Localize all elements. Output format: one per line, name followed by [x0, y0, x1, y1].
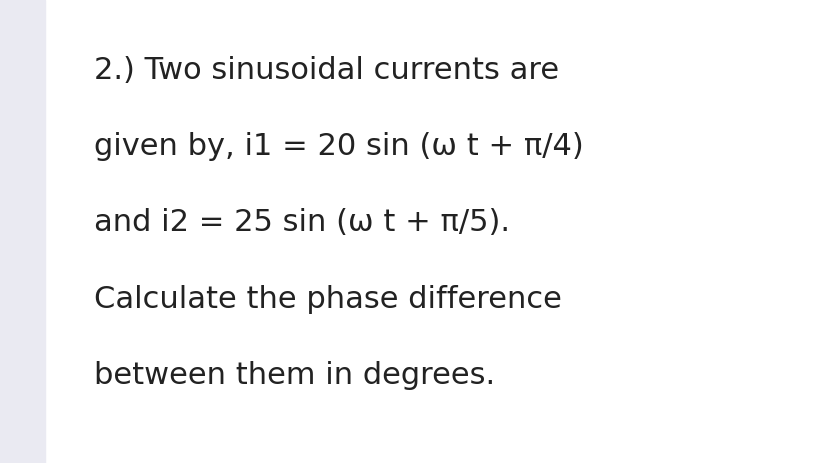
Text: Calculate the phase difference: Calculate the phase difference — [94, 285, 562, 314]
Text: and i2 = 25 sin (ω t + π/5).: and i2 = 25 sin (ω t + π/5). — [94, 208, 510, 238]
Text: given by, i1 = 20 sin (ω t + π/4): given by, i1 = 20 sin (ω t + π/4) — [94, 132, 583, 161]
Text: 2.) Two sinusoidal currents are: 2.) Two sinusoidal currents are — [94, 56, 559, 85]
Bar — [0, 0, 45, 463]
Text: between them in degrees.: between them in degrees. — [94, 361, 495, 390]
